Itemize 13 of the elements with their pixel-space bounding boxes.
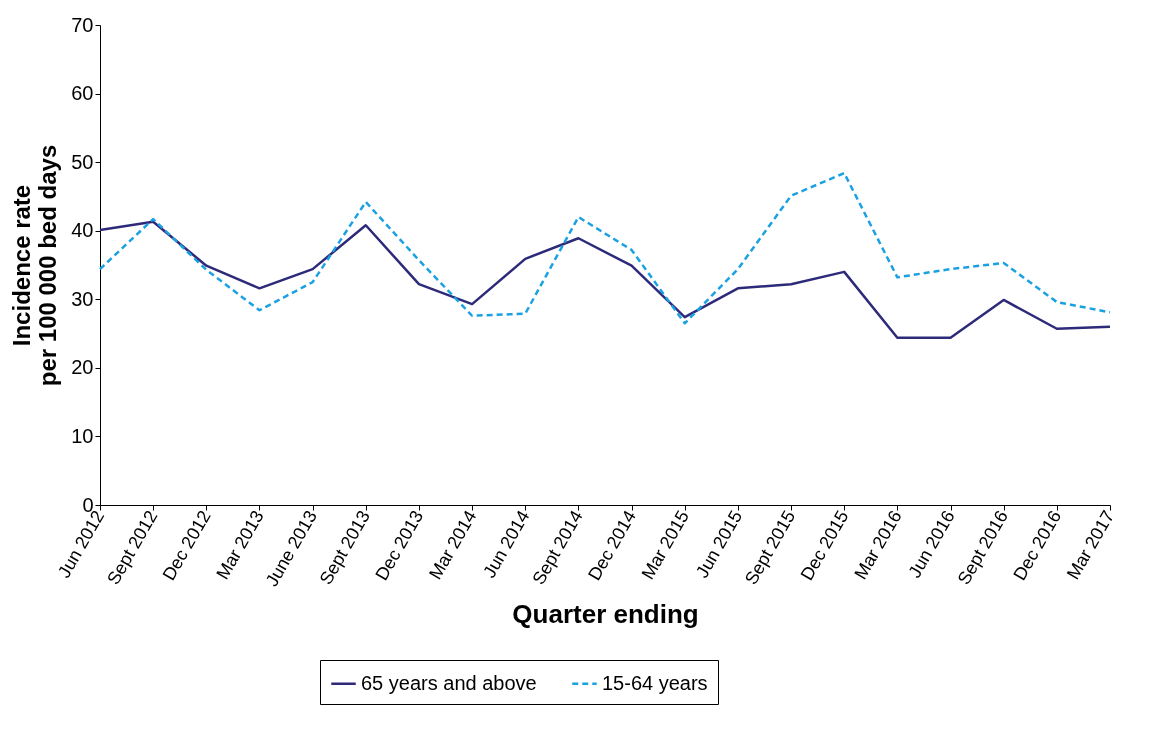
y-tick-label: 30 xyxy=(71,287,94,310)
line-series xyxy=(98,171,1112,325)
y-axis-title: Incidence rate per 100 000 bed days xyxy=(8,144,62,387)
line-series xyxy=(98,220,1112,339)
legend-label: 15-64 years xyxy=(602,671,708,694)
y-tick-label: 60 xyxy=(71,82,94,105)
y-tick-label: 40 xyxy=(71,219,94,242)
y-tick-label: 20 xyxy=(71,356,94,379)
x-axis-title: Quarter ending xyxy=(512,598,699,629)
y-tick-label: 10 xyxy=(71,424,94,447)
y-tick-label: 50 xyxy=(71,150,94,173)
y-tick-label: 70 xyxy=(71,13,94,36)
legend-label: 65 years and above xyxy=(361,671,537,694)
